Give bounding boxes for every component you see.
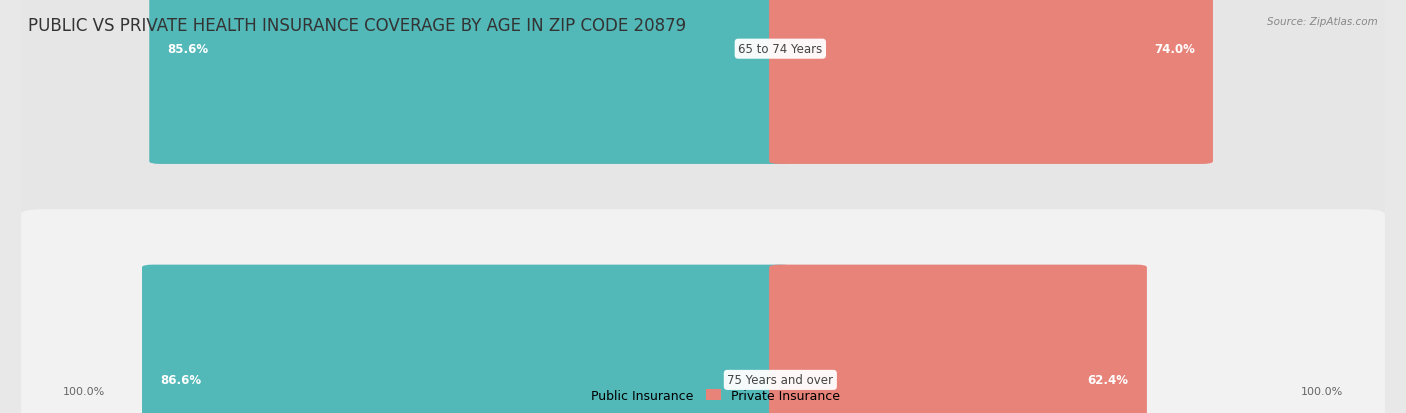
Text: Source: ZipAtlas.com: Source: ZipAtlas.com xyxy=(1267,17,1378,26)
FancyBboxPatch shape xyxy=(142,265,792,413)
Text: 86.6%: 86.6% xyxy=(160,373,201,387)
Text: 62.4%: 62.4% xyxy=(1088,373,1129,387)
Text: 75 Years and over: 75 Years and over xyxy=(727,373,834,387)
Text: 74.0%: 74.0% xyxy=(1154,43,1195,56)
FancyBboxPatch shape xyxy=(21,0,1385,220)
FancyBboxPatch shape xyxy=(149,0,792,164)
Legend: Public Insurance, Private Insurance: Public Insurance, Private Insurance xyxy=(561,384,845,407)
Text: 100.0%: 100.0% xyxy=(1301,386,1343,396)
Text: 85.6%: 85.6% xyxy=(167,43,208,56)
Text: 100.0%: 100.0% xyxy=(63,386,105,396)
Text: PUBLIC VS PRIVATE HEALTH INSURANCE COVERAGE BY AGE IN ZIP CODE 20879: PUBLIC VS PRIVATE HEALTH INSURANCE COVER… xyxy=(28,17,686,34)
FancyBboxPatch shape xyxy=(21,210,1385,413)
FancyBboxPatch shape xyxy=(769,265,1147,413)
FancyBboxPatch shape xyxy=(769,0,1213,164)
Text: 65 to 74 Years: 65 to 74 Years xyxy=(738,43,823,56)
